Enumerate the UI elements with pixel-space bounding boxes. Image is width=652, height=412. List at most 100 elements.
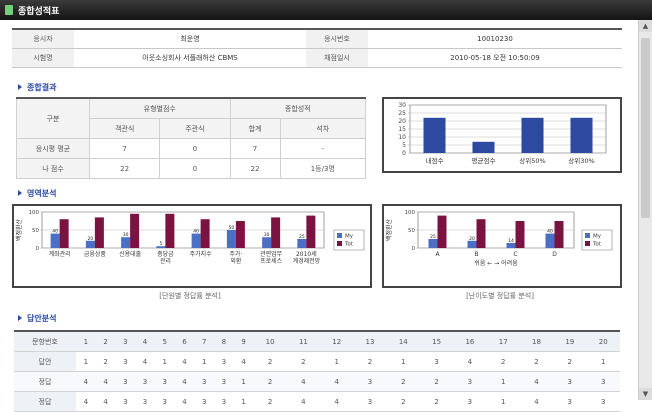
scroll-up-icon[interactable]: ▲ xyxy=(639,20,652,32)
score-subheader: 석차 xyxy=(279,118,367,139)
score-row-label: 응시평 평균 xyxy=(16,138,90,159)
answer-row: 정답 4 4 3 3 3 4 3 3 1 2 4 4 3 2 2 3 1 4 3 3 xyxy=(14,371,620,392)
answer-cell: 3 xyxy=(154,371,175,392)
answer-cell: 17 xyxy=(486,330,520,352)
answer-cell: 3 xyxy=(419,351,454,372)
score-header-group: 구분 xyxy=(16,97,90,139)
bar-tot xyxy=(130,213,140,248)
answer-cell: 3 xyxy=(453,371,487,392)
data-label: 30 xyxy=(264,232,270,238)
unit-chart-caption: [단원별 정답률 분석] xyxy=(159,292,221,300)
bar-tot xyxy=(235,221,245,248)
answer-cell: 3 xyxy=(353,371,387,392)
y-tick-label: 25 xyxy=(398,110,406,117)
answer-cell: 1 xyxy=(154,351,175,372)
bar-my xyxy=(121,237,131,248)
answer-cell: 4 xyxy=(519,371,554,392)
answer-cell: 2 xyxy=(286,351,321,372)
x-tick-label: B xyxy=(474,251,478,258)
x-tick-label: 외환 xyxy=(230,257,242,265)
answer-cell: 3 xyxy=(586,391,620,412)
answer-cell: 2 xyxy=(353,351,387,372)
answer-cell: 1 xyxy=(233,371,254,392)
section-overall: 종합결과 xyxy=(18,82,56,93)
answer-cell: 12 xyxy=(320,330,354,352)
x-tick-label: 프로세스 xyxy=(260,257,283,265)
answer-cell: 4 xyxy=(320,371,354,392)
bar-tot xyxy=(59,219,69,248)
bar-my xyxy=(85,240,95,248)
vertical-scrollbar[interactable]: ▲ ▼ xyxy=(638,20,652,400)
x-tick-label: 주가지수 xyxy=(190,250,213,258)
x-tick-label: A xyxy=(435,251,440,258)
y-tick-label: 0 xyxy=(402,150,406,157)
data-label: 20 xyxy=(469,236,475,242)
bar-my xyxy=(50,233,60,248)
info-row: 응시자 최운영 응시번호 10010230 xyxy=(12,28,622,49)
bar-my xyxy=(506,242,516,248)
answer-cell: 1 xyxy=(194,351,215,372)
bar-tot xyxy=(200,219,210,248)
answer-cell: 13 xyxy=(353,330,387,352)
scrollbar-thumb[interactable] xyxy=(641,38,650,218)
x-tick-label: 평균점수 xyxy=(472,156,496,165)
window-title: 종합성적표 xyxy=(18,7,60,17)
answer-cell: 1 xyxy=(486,391,520,412)
bar xyxy=(472,141,495,153)
answer-cell: 3 xyxy=(135,391,155,412)
answer-cell: 3 xyxy=(214,371,234,392)
x-tick-label: 내점수 xyxy=(426,156,444,165)
answer-cell: 4 xyxy=(453,351,487,372)
info-key: 채점일시 xyxy=(306,48,368,68)
scroll-down-icon[interactable]: ▼ xyxy=(639,388,652,400)
x-tick-label: 금융상품 xyxy=(84,250,107,258)
x-tick-label: C xyxy=(513,251,517,258)
info-value: 최운영 xyxy=(74,28,306,49)
section-bullet-icon xyxy=(18,190,22,196)
answer-cell: 4 xyxy=(135,330,155,352)
info-key: 응시번호 xyxy=(306,28,368,49)
info-row: 시험명 아웃소싱회사 서플래허산 CBMS 채점일시 2010-05-18 오전… xyxy=(12,48,622,68)
answer-cell: 4 xyxy=(76,391,96,412)
bar-my xyxy=(545,233,555,248)
answer-cell: 6 xyxy=(174,330,195,352)
answer-row: 답안 1 2 3 4 1 4 1 3 4 2 2 1 2 1 3 4 2 2 2 1 xyxy=(14,351,620,372)
y-tick-label: 30 xyxy=(398,102,406,109)
answer-table: 문항번호 1 2 3 4 5 6 7 8 9 10 11 12 13 14 15 16 17 18 19 20 답안 1 2 3… xyxy=(14,330,620,412)
x-tick-label: 주가· xyxy=(229,250,242,258)
score-cell: 0 xyxy=(159,138,231,159)
answer-cell: 2 xyxy=(419,371,454,392)
answer-cell: 3 xyxy=(154,391,175,412)
overall-chart: 0 5 10 15 20 25 30 내점수 평균점수 상위50% 상위30% xyxy=(382,97,622,173)
answer-cell: 3 xyxy=(194,391,215,412)
bar-tot xyxy=(165,213,175,248)
answer-cell: 20 xyxy=(586,330,620,352)
legend-label: Tot xyxy=(344,242,354,248)
data-label: 30 xyxy=(123,232,129,238)
data-label: 25 xyxy=(299,234,305,240)
y-tick-label: 100 xyxy=(29,210,40,216)
difficulty-chart-caption: [난이도별 정답률 분석] xyxy=(466,292,534,300)
legend-swatch xyxy=(337,241,342,246)
score-header-type: 유형별점수 xyxy=(89,97,231,119)
answer-cell: 16 xyxy=(453,330,487,352)
score-cell: 22 xyxy=(229,158,281,179)
data-label: 40 xyxy=(193,229,199,235)
answer-cell: 3 xyxy=(194,371,215,392)
x-axis-note: 쉬움 ← → 어려움 xyxy=(474,259,518,267)
answer-cell: 1 xyxy=(486,371,520,392)
answer-cell: 2 xyxy=(419,391,454,412)
y-tick-label: 50 xyxy=(408,228,415,234)
difficulty-bar-chart: 백점환산 0 50 100 25 A 20 B 14 C 40 D 쉬움 ← → 어려움 My Tot xyxy=(385,210,613,267)
section-answer: 답안분석 xyxy=(18,313,56,324)
data-label: 50 xyxy=(229,225,235,231)
info-value: 2010-05-18 오전 10:50:09 xyxy=(368,48,622,68)
answer-row: 정답 4 4 3 3 3 4 3 3 1 2 4 4 3 2 2 3 1 4 3 3 xyxy=(14,391,620,412)
answer-cell: 18 xyxy=(519,330,554,352)
answer-cell: 2 xyxy=(253,371,287,392)
window-titlebar: 종합성적표 xyxy=(0,0,652,20)
answer-cell: 14 xyxy=(386,330,420,352)
y-tick-label: 0 xyxy=(36,246,40,252)
app-icon xyxy=(5,5,13,15)
